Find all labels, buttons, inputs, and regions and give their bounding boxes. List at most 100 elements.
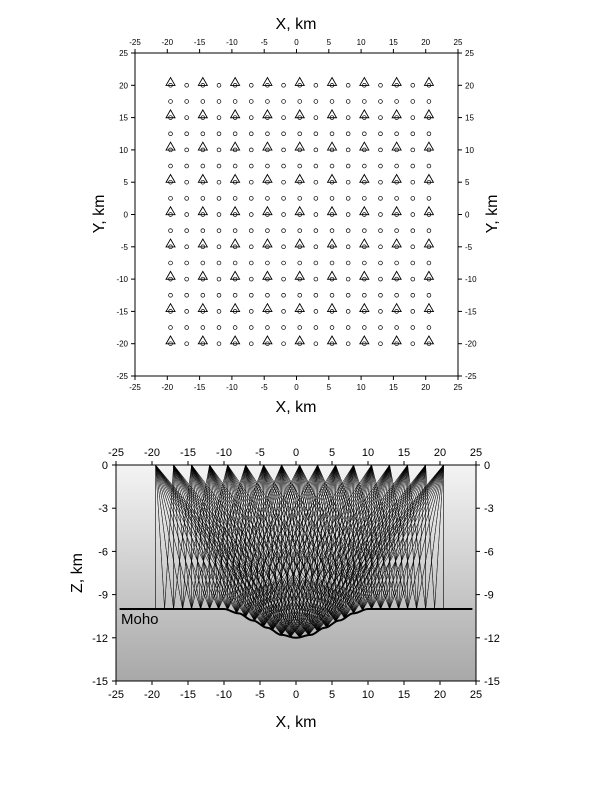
source-point xyxy=(197,238,209,248)
source-point xyxy=(294,270,306,280)
receiver-point xyxy=(313,341,319,346)
receiver-point xyxy=(426,99,432,104)
source-grid xyxy=(165,76,435,345)
receiver-point xyxy=(184,325,189,330)
receiver-point xyxy=(168,163,173,169)
section-tick-label-left: -9 xyxy=(98,590,108,602)
receiver-point xyxy=(329,131,335,137)
map-tick-label-left: 5 xyxy=(124,178,129,187)
receiver-point xyxy=(378,163,383,169)
source-point xyxy=(423,205,435,216)
section-tick-label-bottom: 15 xyxy=(398,689,410,701)
section-tick-label-left: -15 xyxy=(92,676,108,688)
source-point xyxy=(229,270,241,280)
section-y-label: Z, km xyxy=(69,553,86,593)
section-tick-label-top: -10 xyxy=(216,447,232,459)
receiver-point xyxy=(249,212,254,217)
receiver-point xyxy=(216,163,222,169)
receiver-point xyxy=(329,163,335,169)
source-point xyxy=(262,205,273,216)
receiver-point xyxy=(345,163,351,169)
map-tick-label-bottom: 0 xyxy=(294,383,299,392)
map-tick-label-top: 20 xyxy=(421,38,430,47)
receiver-point xyxy=(232,293,238,298)
receiver-point xyxy=(410,147,416,153)
receiver-point xyxy=(378,212,383,217)
receiver-point xyxy=(281,179,286,185)
receiver-point xyxy=(249,99,254,104)
receiver-point xyxy=(410,99,416,104)
receiver-point xyxy=(313,293,319,298)
receiver-point xyxy=(184,341,189,346)
source-point xyxy=(229,173,241,183)
source-point xyxy=(423,238,435,248)
receiver-point xyxy=(184,131,189,137)
map-y-label-right: Y, km xyxy=(484,195,501,234)
receiver-point xyxy=(232,228,238,233)
receiver-point xyxy=(216,325,222,330)
source-point xyxy=(294,141,306,151)
section-tick-label-bottom: 0 xyxy=(293,689,299,701)
map-x-label-bottom: X, km xyxy=(276,399,317,416)
map-tick-label-top: -5 xyxy=(261,38,269,47)
map-tick-label-top: -20 xyxy=(162,38,174,47)
section-tick-label-right: -15 xyxy=(484,676,500,688)
receiver-point xyxy=(313,309,319,314)
map-tick-label-bottom: 15 xyxy=(389,383,398,392)
map-tick-label-left: 10 xyxy=(119,146,128,155)
receiver-point xyxy=(249,244,254,250)
source-point xyxy=(294,108,306,119)
source-point xyxy=(423,302,435,312)
receiver-point xyxy=(313,260,319,266)
receiver-point xyxy=(345,260,351,266)
source-point xyxy=(391,108,402,119)
section-tick-label-left: -6 xyxy=(98,546,108,558)
receiver-point xyxy=(216,196,222,201)
source-point xyxy=(262,335,273,345)
receiver-point xyxy=(410,325,416,330)
source-point xyxy=(423,173,435,183)
map-tick-label-left: -15 xyxy=(116,307,128,316)
map-tick-label-bottom: 5 xyxy=(327,383,332,392)
receiver-point xyxy=(410,196,416,201)
receiver-point xyxy=(168,131,173,137)
receiver-point xyxy=(394,260,399,266)
receiver-point xyxy=(329,99,335,104)
receiver-point xyxy=(168,260,173,266)
receiver-point xyxy=(216,260,222,266)
map-tick-label-top: -15 xyxy=(194,38,206,47)
map-y-label-left: Y, km xyxy=(91,195,108,234)
receiver-point xyxy=(394,163,399,169)
receiver-point xyxy=(216,131,222,137)
source-point xyxy=(359,205,370,216)
section-tick-label-left: -3 xyxy=(98,503,108,515)
map-view-panel: -25-25-25 -25-20-20-20 -20-15-15-15 -15-10-… xyxy=(91,16,501,416)
map-tick-label-bottom: 25 xyxy=(454,383,463,392)
source-point xyxy=(262,302,273,312)
receiver-point xyxy=(313,83,319,88)
map-tick-label-left: -25 xyxy=(116,372,128,381)
receiver-point xyxy=(410,179,416,185)
source-point xyxy=(165,238,176,248)
source-point xyxy=(294,76,306,86)
source-point xyxy=(197,205,209,216)
receiver-point xyxy=(249,341,254,346)
section-tick-label-top: 25 xyxy=(470,447,482,459)
section-tick-label-bottom: -15 xyxy=(180,689,196,701)
map-tick-label-right: -20 xyxy=(465,340,477,349)
receiver-point xyxy=(281,293,286,298)
map-tick-label-right: 5 xyxy=(465,178,470,187)
receiver-point xyxy=(232,131,238,137)
map-tick-label-left: 25 xyxy=(119,49,128,58)
source-point xyxy=(262,108,273,119)
source-point xyxy=(423,335,435,345)
source-point xyxy=(326,238,338,248)
receiver-point xyxy=(249,163,254,169)
receiver-point xyxy=(184,260,189,266)
receiver-point xyxy=(168,228,173,233)
receiver-point xyxy=(329,228,335,233)
section-tick-label-bottom: 20 xyxy=(434,689,446,701)
receiver-point xyxy=(378,83,383,88)
receiver-point xyxy=(378,179,383,185)
map-tick-label-right: 25 xyxy=(465,49,474,58)
